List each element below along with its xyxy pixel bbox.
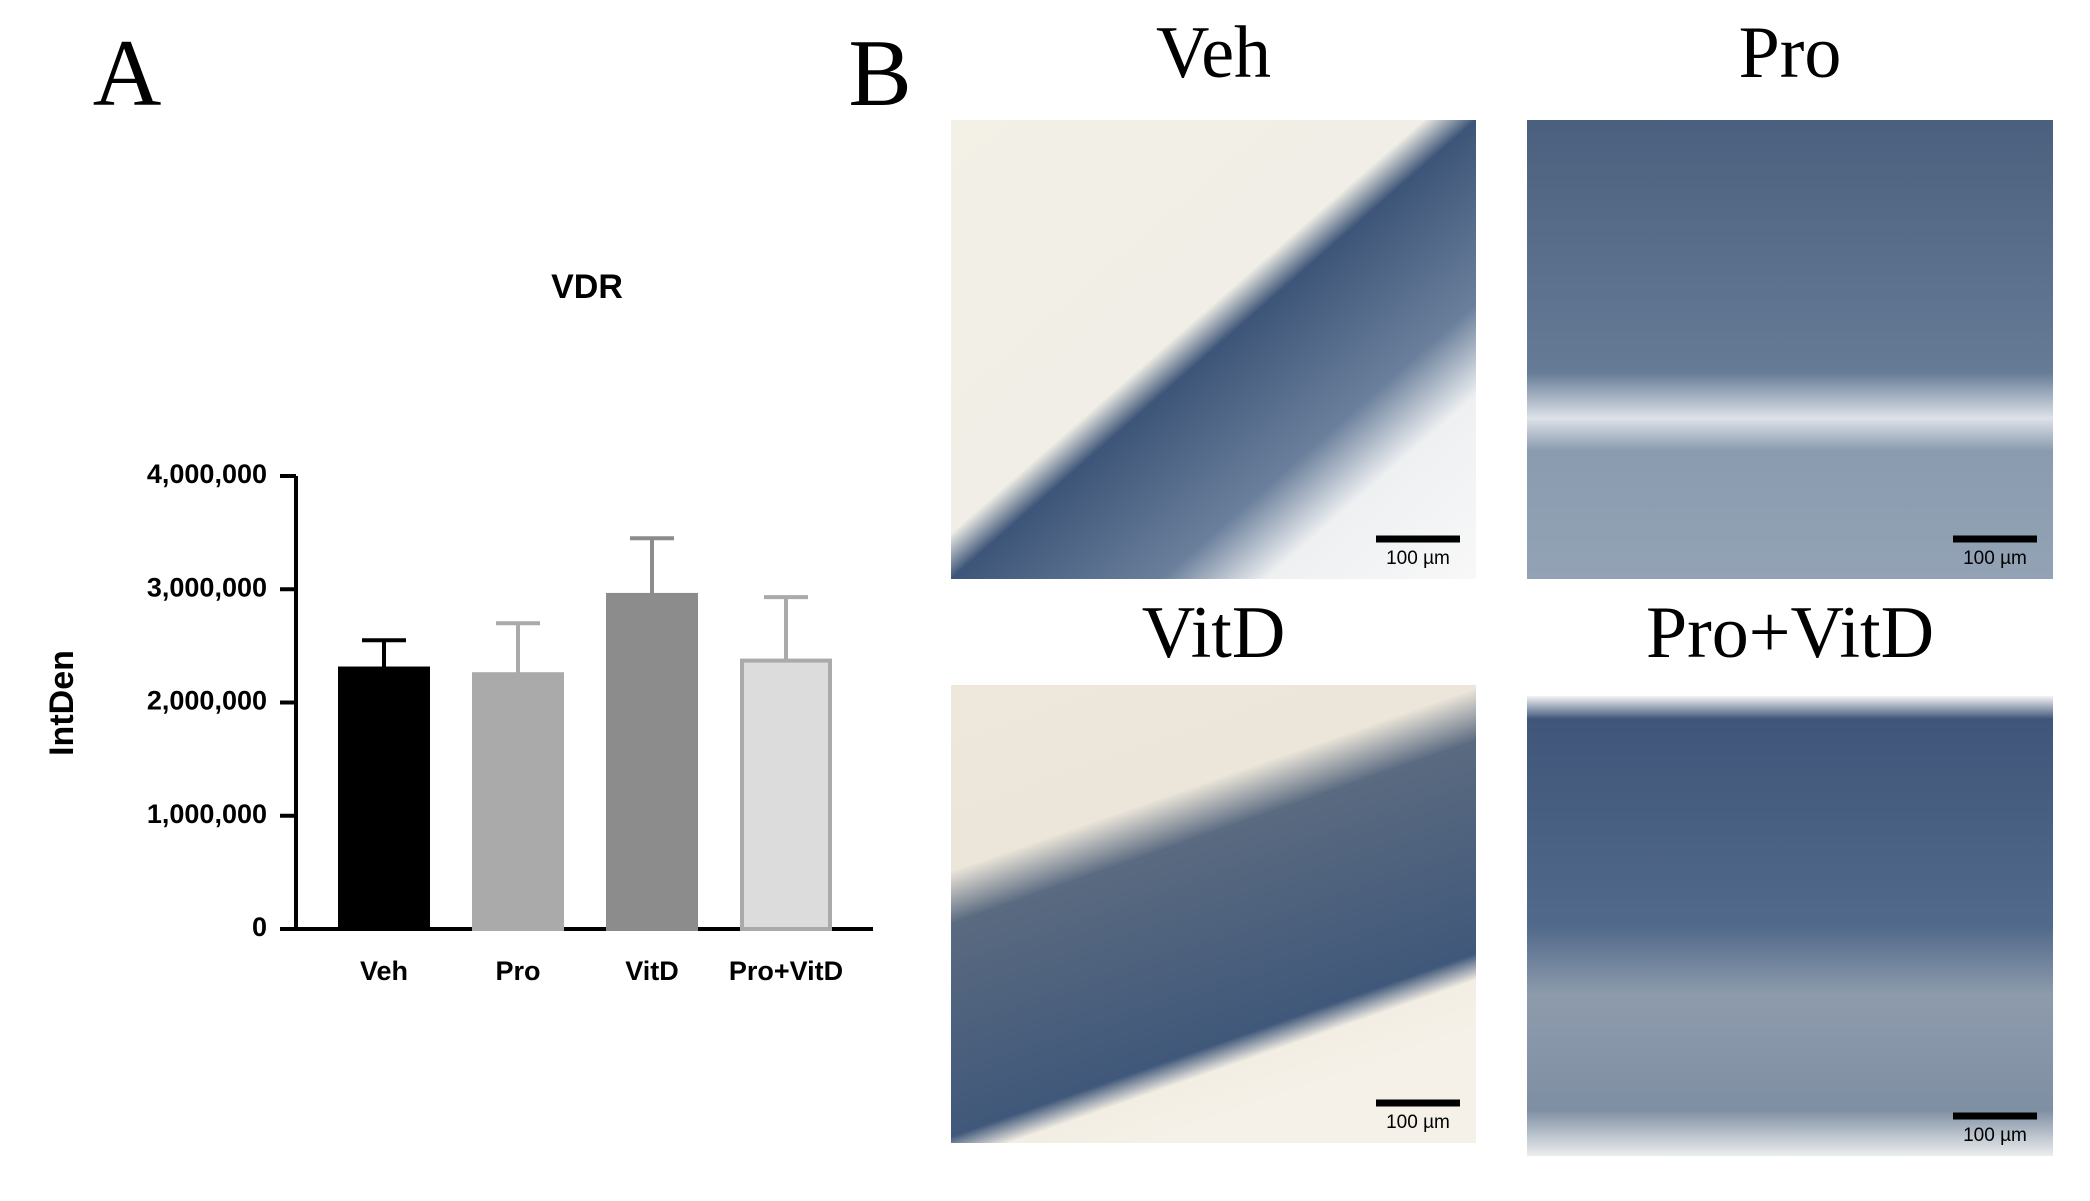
image-title: Veh bbox=[1156, 12, 1271, 94]
scale-bar-label: 100 µm bbox=[1386, 548, 1450, 569]
micrograph bbox=[1527, 120, 2053, 579]
scale-bar-label: 100 µm bbox=[1386, 1112, 1450, 1133]
x-tick-label: Pro+VitD bbox=[729, 956, 843, 986]
image-title: Pro+VitD bbox=[1646, 592, 1934, 674]
image-title: Pro bbox=[1739, 12, 1842, 94]
bar bbox=[606, 592, 698, 931]
micrographs bbox=[951, 120, 2053, 1156]
y-tick-label: 3,000,000 bbox=[147, 572, 267, 602]
bar bbox=[740, 658, 832, 931]
y-axis-label: IntDen bbox=[43, 650, 81, 756]
panel-label: B bbox=[848, 20, 911, 126]
scale-bar-label: 100 µm bbox=[1963, 548, 2027, 569]
y-tick-label: 0 bbox=[252, 912, 267, 942]
micrograph bbox=[951, 685, 1476, 1143]
bar bbox=[338, 666, 430, 932]
x-tick-label: VitD bbox=[625, 956, 679, 986]
scale-bar-label: 100 µm bbox=[1963, 1125, 2027, 1146]
micrograph bbox=[1527, 696, 2053, 1156]
bar bbox=[472, 672, 564, 931]
micrograph bbox=[951, 120, 1476, 579]
panel-label: A bbox=[93, 20, 162, 126]
y-tick-label: 1,000,000 bbox=[147, 799, 267, 829]
y-tick-label: 2,000,000 bbox=[147, 686, 267, 716]
chart-title: VDR bbox=[551, 268, 623, 306]
image-title: VitD bbox=[1142, 592, 1286, 674]
y-tick-label: 4,000,000 bbox=[147, 459, 267, 489]
x-tick-label: Veh bbox=[360, 956, 408, 986]
x-tick-label: Pro bbox=[495, 956, 540, 986]
